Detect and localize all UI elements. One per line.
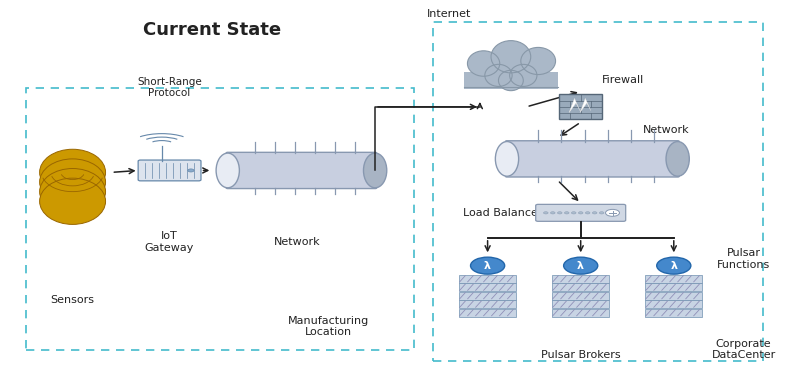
Text: Manufacturing
Location: Manufacturing Location — [288, 316, 369, 337]
FancyBboxPatch shape — [226, 152, 376, 188]
Circle shape — [571, 212, 576, 214]
Circle shape — [593, 212, 597, 214]
Text: Pulsar
Functions: Pulsar Functions — [717, 248, 770, 270]
Circle shape — [606, 212, 611, 214]
Circle shape — [586, 212, 590, 214]
Circle shape — [564, 257, 598, 274]
Circle shape — [471, 257, 505, 274]
Text: Network: Network — [643, 125, 689, 135]
FancyBboxPatch shape — [645, 275, 703, 283]
Ellipse shape — [495, 142, 519, 176]
FancyBboxPatch shape — [552, 275, 609, 283]
Text: Firewall: Firewall — [602, 75, 645, 85]
FancyBboxPatch shape — [459, 283, 516, 291]
FancyBboxPatch shape — [459, 309, 516, 317]
Text: IoT
Gateway: IoT Gateway — [145, 231, 194, 253]
FancyBboxPatch shape — [645, 309, 703, 317]
Circle shape — [557, 212, 562, 214]
FancyBboxPatch shape — [552, 300, 609, 308]
FancyBboxPatch shape — [505, 141, 679, 177]
Ellipse shape — [521, 47, 556, 75]
Text: Network: Network — [274, 237, 321, 247]
FancyBboxPatch shape — [536, 204, 626, 221]
Bar — [433, 22, 763, 361]
Polygon shape — [569, 99, 580, 113]
FancyBboxPatch shape — [552, 309, 609, 317]
Ellipse shape — [491, 41, 531, 73]
Text: λ: λ — [577, 261, 584, 271]
FancyBboxPatch shape — [138, 160, 201, 181]
FancyBboxPatch shape — [645, 292, 703, 300]
Text: Corporate
DataCenter: Corporate DataCenter — [711, 339, 776, 361]
Ellipse shape — [498, 70, 523, 91]
Text: Short-Range
Protocol: Short-Range Protocol — [138, 77, 202, 99]
Circle shape — [657, 257, 691, 274]
Text: λ: λ — [670, 261, 678, 271]
Text: Pulsar Brokers: Pulsar Brokers — [541, 350, 620, 361]
Ellipse shape — [39, 178, 105, 224]
FancyBboxPatch shape — [464, 72, 558, 89]
FancyBboxPatch shape — [560, 94, 602, 119]
Ellipse shape — [666, 142, 689, 176]
Ellipse shape — [363, 153, 387, 188]
FancyBboxPatch shape — [459, 275, 516, 283]
Circle shape — [543, 212, 548, 214]
FancyBboxPatch shape — [552, 292, 609, 300]
Ellipse shape — [39, 159, 105, 205]
Bar — [26, 88, 414, 350]
Circle shape — [605, 209, 619, 216]
Ellipse shape — [39, 149, 105, 196]
Polygon shape — [580, 99, 591, 113]
Text: Sensors: Sensors — [50, 294, 94, 305]
Text: Current State: Current State — [143, 21, 281, 39]
FancyBboxPatch shape — [552, 283, 609, 291]
Circle shape — [188, 169, 194, 172]
Ellipse shape — [216, 153, 240, 188]
FancyBboxPatch shape — [645, 300, 703, 308]
Ellipse shape — [485, 65, 512, 86]
Text: Load Balancer: Load Balancer — [464, 208, 543, 218]
Ellipse shape — [468, 51, 500, 76]
FancyBboxPatch shape — [459, 292, 516, 300]
Text: λ: λ — [484, 261, 491, 271]
Circle shape — [599, 212, 604, 214]
FancyBboxPatch shape — [459, 300, 516, 308]
FancyBboxPatch shape — [645, 283, 703, 291]
Ellipse shape — [39, 169, 105, 215]
Circle shape — [578, 212, 583, 214]
Text: Internet: Internet — [427, 9, 471, 19]
Circle shape — [564, 212, 569, 214]
Circle shape — [550, 212, 555, 214]
Ellipse shape — [509, 65, 537, 86]
